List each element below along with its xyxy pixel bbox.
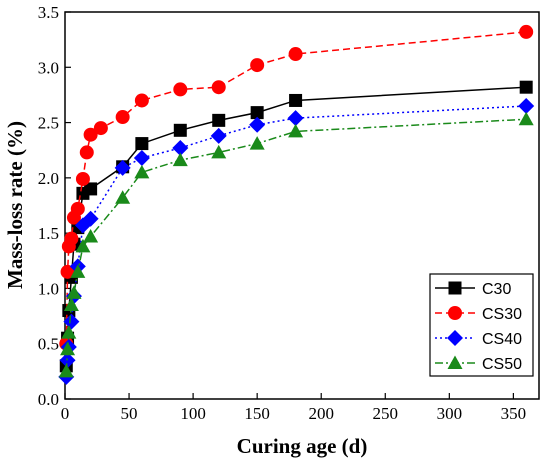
data-point-cs50 bbox=[75, 238, 91, 253]
legend-item-cs40: CS40 bbox=[435, 330, 522, 348]
series-cs40 bbox=[58, 97, 535, 385]
y-tick-label: 2.0 bbox=[38, 169, 59, 188]
y-axis-title: Mass-loss rate (%) bbox=[3, 121, 27, 289]
legend-marker-cs50 bbox=[447, 355, 463, 369]
legend-item-c30: C30 bbox=[435, 281, 511, 298]
legend-label-cs40: CS40 bbox=[482, 331, 522, 348]
data-point-cs40 bbox=[210, 127, 227, 144]
data-point-cs50 bbox=[211, 144, 227, 159]
data-point-cs50 bbox=[66, 285, 82, 299]
data-point-cs50 bbox=[60, 341, 76, 356]
data-point-cs40 bbox=[82, 210, 99, 227]
data-point-cs50 bbox=[518, 111, 534, 126]
data-point-c30 bbox=[84, 182, 98, 196]
data-point-cs50 bbox=[172, 152, 188, 167]
x-tick-label: 150 bbox=[244, 404, 270, 423]
data-point-c30 bbox=[173, 123, 187, 137]
data-point-cs30 bbox=[60, 264, 75, 279]
data-point-cs30 bbox=[134, 93, 149, 108]
series-cs50 bbox=[58, 111, 534, 378]
y-tick-label: 0.5 bbox=[38, 335, 59, 354]
x-tick-label: 50 bbox=[121, 404, 138, 423]
y-tick-label: 3.0 bbox=[38, 58, 59, 77]
data-point-c30 bbox=[519, 80, 533, 94]
data-point-cs30 bbox=[79, 145, 94, 160]
data-point-cs40 bbox=[172, 140, 189, 157]
data-point-cs50 bbox=[70, 264, 86, 278]
data-point-cs30 bbox=[115, 110, 130, 125]
y-tick-label: 1.5 bbox=[38, 224, 59, 243]
series-line-cs40 bbox=[65, 105, 527, 377]
data-point-cs30 bbox=[173, 82, 188, 97]
data-point-cs30 bbox=[288, 47, 303, 62]
data-point-cs30 bbox=[250, 58, 265, 73]
data-point-cs30 bbox=[211, 80, 226, 95]
data-point-c30 bbox=[250, 106, 264, 120]
legend-label-c30: C30 bbox=[482, 281, 511, 298]
x-axis-title: Curing age (d) bbox=[237, 434, 368, 458]
data-point-cs40 bbox=[114, 159, 131, 176]
legend-label-cs50: CS50 bbox=[482, 356, 522, 373]
x-tick-label: 100 bbox=[180, 404, 206, 423]
data-point-cs30 bbox=[75, 171, 90, 186]
data-point-cs40 bbox=[287, 110, 304, 127]
legend-marker-cs40 bbox=[447, 330, 463, 346]
data-point-cs50 bbox=[58, 363, 74, 378]
data-point-cs30 bbox=[519, 24, 534, 39]
data-point-cs50 bbox=[83, 228, 99, 243]
axis-ticks: 0 50 100 150 200 250 300 350 0.0 0.5 1.0 1.5 2.0 2.5 3… bbox=[38, 3, 526, 423]
x-tick-label: 0 bbox=[61, 404, 70, 423]
data-point-cs40 bbox=[518, 97, 535, 114]
data-point-cs50 bbox=[115, 190, 131, 204]
legend-item-cs50: CS50 bbox=[435, 355, 522, 373]
data-point-cs50 bbox=[134, 164, 150, 179]
x-tick-label: 250 bbox=[373, 404, 399, 423]
data-point-cs30 bbox=[64, 231, 79, 246]
data-point-cs30 bbox=[93, 121, 108, 136]
data-point-c30 bbox=[212, 113, 226, 127]
data-point-cs40 bbox=[133, 149, 150, 166]
y-tick-label: 3.5 bbox=[38, 3, 59, 22]
legend-marker-c30 bbox=[448, 281, 462, 295]
legend-box bbox=[429, 273, 534, 377]
series-line-cs50 bbox=[65, 118, 527, 372]
data-point-c30 bbox=[135, 137, 149, 151]
legend-item-cs30: CS30 bbox=[435, 306, 522, 323]
x-tick-label: 300 bbox=[437, 404, 463, 423]
data-point-cs40 bbox=[249, 116, 266, 133]
data-point-cs40 bbox=[63, 313, 80, 330]
legend-marker-cs30 bbox=[448, 306, 462, 320]
legend: C30 CS30 CS40 CS50 bbox=[429, 273, 534, 377]
data-point-cs50 bbox=[61, 325, 77, 339]
data-point-cs30 bbox=[70, 201, 85, 216]
series-cs30 bbox=[59, 24, 534, 351]
y-tick-label: 1.0 bbox=[38, 279, 59, 298]
data-point-cs50 bbox=[288, 123, 304, 138]
legend-label-cs30: CS30 bbox=[482, 306, 522, 323]
data-point-cs50 bbox=[249, 136, 265, 150]
data-point-cs30 bbox=[83, 127, 98, 142]
y-tick-label: 2.5 bbox=[38, 114, 59, 133]
plot-area bbox=[64, 11, 540, 400]
data-point-cs50 bbox=[63, 297, 79, 312]
x-tick-label: 350 bbox=[501, 404, 527, 423]
x-tick-label: 200 bbox=[308, 404, 334, 423]
data-point-c30 bbox=[289, 93, 303, 107]
y-tick-label: 0.0 bbox=[38, 390, 59, 409]
series-layer bbox=[58, 24, 535, 385]
